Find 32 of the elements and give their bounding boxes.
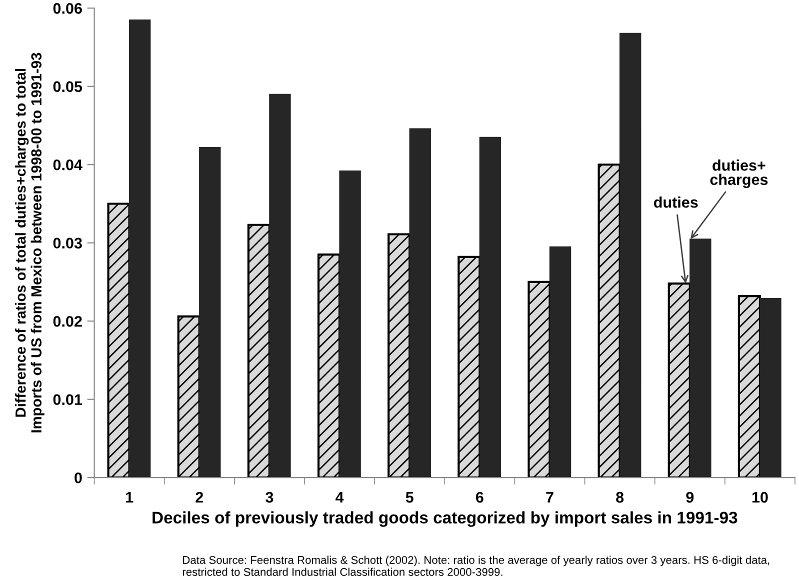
bar [479,136,502,478]
bar [409,128,431,478]
y-tick-label: 0.02 [53,316,82,327]
y-tick-label: 0.03 [53,238,82,249]
y-axis-title: Difference of ratios of total duties+charges to total Imports of US from Mexico between 1998-00 to 1991-93 [15,52,44,432]
x-tick-label: 1 [126,492,134,503]
x-tick-label: 3 [266,492,274,503]
bar [339,170,361,478]
y-tick-label: 0.06 [53,3,82,14]
bar [690,238,712,478]
y-tick-label: 0.04 [53,159,82,170]
y-tick-label: 0 [74,472,82,484]
bar [760,298,782,478]
x-tick-label: 2 [196,492,204,503]
bar [619,32,642,478]
annotation: duties [654,196,698,208]
x-tick-label: 6 [476,492,484,503]
x-tick-label: 7 [546,492,554,503]
bar [549,246,572,478]
x-tick-label: 10 [752,492,768,503]
x-tick-label: 9 [686,492,694,503]
x-tick-label: 5 [406,492,414,503]
y-tick-label: 0.05 [53,81,82,92]
bar [128,20,151,478]
bar [269,94,291,478]
annotation: duties+ charges [710,160,768,188]
x-tick-label: 4 [336,492,344,503]
x-axis-title: Deciles of previously traded goods categorized by import sales in 1991-93 [152,511,738,527]
x-tick-label: 8 [616,492,624,503]
bar [199,147,221,478]
source-note: Data Source: Feenstra Romalis & Schott (2002). Note: ratio is the average of yearly ratios over 3 years. HS 6-digit data, restricted to Standard Industrial Classification sectors 2000-3999. [182,556,770,576]
y-tick-label: 0.01 [53,394,82,406]
